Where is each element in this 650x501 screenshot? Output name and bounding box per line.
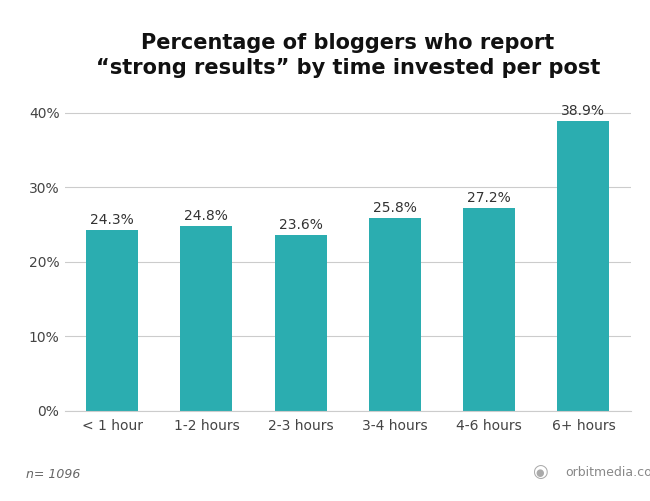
- Text: 23.6%: 23.6%: [279, 218, 322, 232]
- Text: 24.8%: 24.8%: [185, 209, 228, 223]
- Text: 27.2%: 27.2%: [467, 191, 511, 205]
- Text: 25.8%: 25.8%: [373, 201, 417, 215]
- Text: 24.3%: 24.3%: [90, 212, 134, 226]
- Text: 38.9%: 38.9%: [562, 104, 605, 118]
- Text: ○: ○: [532, 463, 547, 481]
- Bar: [369, 218, 421, 411]
- Title: Percentage of bloggers who report
“strong results” by time invested per post: Percentage of bloggers who report “stron…: [96, 33, 600, 78]
- Text: ●: ●: [535, 468, 544, 478]
- Bar: [558, 121, 609, 411]
- Bar: [181, 226, 232, 411]
- Bar: [463, 208, 515, 411]
- Text: orbitmedia.com: orbitmedia.com: [566, 466, 650, 479]
- Text: n= 1096: n= 1096: [26, 468, 81, 481]
- Bar: [275, 235, 326, 411]
- Bar: [86, 229, 138, 411]
